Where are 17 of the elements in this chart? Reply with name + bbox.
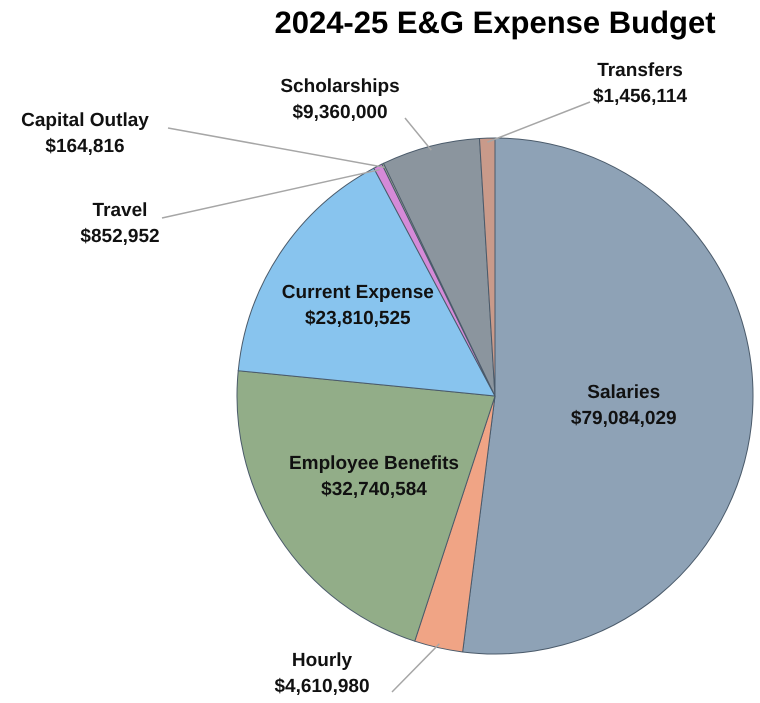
chart-title: 2024-25 E&G Expense Budget: [274, 5, 716, 40]
slice-label: Scholarships: [280, 76, 400, 97]
data-label: $1,456,114: [592, 86, 688, 107]
slice-label: Travel: [92, 200, 148, 221]
slice-label: Salaries: [587, 382, 660, 404]
data-label: $23,810,525: [304, 308, 412, 330]
data-label: $852,952: [80, 226, 160, 247]
data-label: $4,610,980: [274, 676, 370, 697]
slice-label: Hourly: [292, 650, 353, 671]
data-label: $32,740,584: [321, 478, 428, 500]
data-label: $9,360,000: [292, 102, 388, 123]
slice-label: Capital Outlay: [21, 110, 150, 131]
slice-label: Current Expense: [282, 282, 434, 304]
slice-label: Transfers: [597, 60, 683, 81]
data-label: $79,084,029: [570, 408, 677, 430]
data-label: $164,816: [45, 136, 125, 157]
slice-label: Employee Benefits: [289, 452, 460, 474]
